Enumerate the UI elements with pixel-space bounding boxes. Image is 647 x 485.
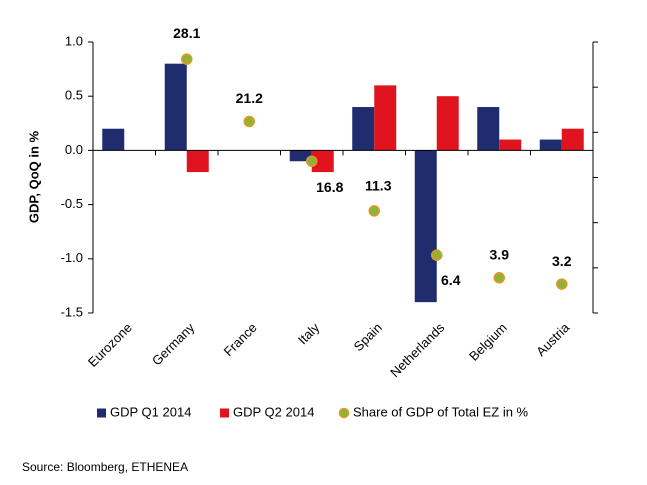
bar	[289, 150, 312, 162]
bar	[186, 150, 209, 173]
share-dot	[431, 249, 443, 261]
y-tick-label: -1.5	[61, 304, 83, 319]
x-tick-label: Germany	[149, 320, 198, 369]
x-tick-label: Netherlands	[387, 320, 448, 381]
bar	[164, 63, 187, 151]
legend-label: GDP Q1 2014	[110, 404, 191, 419]
share-dot	[243, 115, 255, 128]
data-label: 3.2	[552, 253, 572, 269]
bar	[352, 107, 375, 151]
bar	[414, 150, 437, 303]
y-tick-label: -1.0	[61, 250, 83, 265]
bar	[311, 150, 334, 173]
data-label: 6.4	[441, 272, 461, 288]
legend-label: GDP Q2 2014	[233, 404, 314, 419]
y-tick-label: 0.0	[65, 142, 83, 157]
share-dot	[556, 278, 568, 290]
share-dot	[181, 53, 193, 65]
data-label: 3.9	[490, 246, 510, 262]
x-tick-label: Italy	[295, 320, 323, 348]
data-label: 28.1	[173, 25, 200, 41]
bar	[561, 128, 584, 151]
y-tick-label: 1.0	[65, 33, 83, 48]
legend-label: Share of GDP of Total EZ in %	[353, 404, 529, 419]
y-axis-title: GDP, QoQ in %	[26, 130, 41, 223]
source: Source: Bloomberg, ETHENEA	[22, 460, 188, 474]
x-tick-label: Austria	[533, 319, 573, 359]
bar	[374, 85, 397, 151]
y-tick-label: -0.5	[61, 196, 83, 211]
bar	[477, 107, 500, 151]
share-dot	[368, 205, 380, 217]
data-label: 21.2	[236, 90, 263, 106]
x-tick-label: Eurozone	[85, 320, 135, 370]
bar	[499, 139, 522, 151]
data-label: 16.8	[316, 179, 343, 195]
bar	[436, 96, 459, 151]
x-tick-label: Belgium	[466, 320, 510, 364]
share-dot	[306, 155, 318, 167]
legend-marker	[338, 407, 350, 419]
share-dot	[493, 272, 505, 284]
legend-marker	[97, 408, 106, 418]
bar	[102, 128, 125, 151]
data-label: 11.3	[365, 178, 392, 194]
bar	[539, 139, 562, 151]
x-tick-label: France	[221, 320, 260, 359]
y-tick-label: 0.5	[65, 88, 83, 103]
legend-marker	[220, 408, 229, 418]
x-tick-label: Spain	[351, 320, 385, 354]
